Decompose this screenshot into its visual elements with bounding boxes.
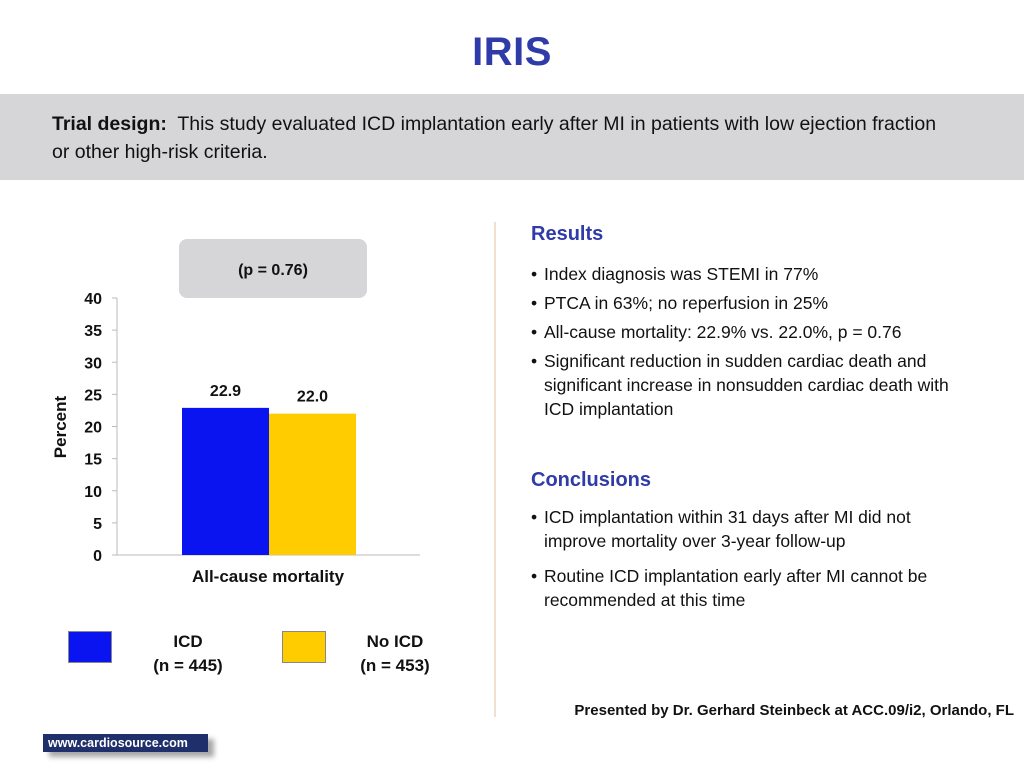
legend-swatch-icd <box>68 631 112 663</box>
y-tick-label: 0 <box>93 548 102 565</box>
conclusions-heading: Conclusions <box>531 469 652 491</box>
conclusions-item: ICD implantation within 31 days after MI… <box>531 505 944 553</box>
results-item: Significant reduction in sudden cardiac … <box>531 349 954 421</box>
results-item: All-cause mortality: 22.9% vs. 22.0%, p … <box>531 320 971 344</box>
conclusions-item: Routine ICD implantation early after MI … <box>531 564 974 612</box>
results-heading: Results <box>531 223 604 245</box>
trial-design-label: Trial design: <box>52 113 167 135</box>
y-tick-label: 10 <box>84 484 102 501</box>
y-axis-title: Percent <box>51 395 70 458</box>
y-tick-label: 40 <box>84 291 102 308</box>
x-category-label: All-cause mortality <box>192 567 345 586</box>
trial-design-description: This study evaluated ICD implantation ea… <box>52 113 937 163</box>
presenter-credit: Presented by Dr. Gerhard Steinbeck at AC… <box>574 702 1014 719</box>
y-tick-label: 15 <box>84 452 102 469</box>
y-tick-label: 5 <box>93 516 102 533</box>
bar-no-icd <box>269 413 356 555</box>
bar-icd <box>182 407 269 555</box>
p-value-label: (p = 0.76) <box>238 262 308 279</box>
legend-label-no-icd: No ICD (n = 453) <box>360 632 430 675</box>
trial-design-text: Trial design: This study evaluated ICD i… <box>52 110 952 166</box>
y-tick-label: 20 <box>84 420 102 437</box>
bar-value-label: 22.0 <box>297 389 328 406</box>
y-tick-label: 30 <box>84 355 102 372</box>
mortality-bar-chart: 0 5 10 15 20 25 30 35 40 Percent 22.9 22.0 All-cause… <box>51 291 420 586</box>
y-tick-label: 25 <box>84 387 102 404</box>
bar-value-label: 22.9 <box>210 383 241 400</box>
column-divider <box>494 222 496 717</box>
y-tick-label: 35 <box>84 323 102 340</box>
conclusions-list: ICD implantation within 31 days after MI… <box>531 505 971 612</box>
trial-design-band <box>0 94 1024 180</box>
results-item: PTCA in 63%; no reperfusion in 25% <box>531 291 971 315</box>
slide-title: IRIS <box>472 30 552 74</box>
legend-label-icd: ICD (n = 445) <box>153 632 223 675</box>
website-badge: www.cardiosource.com <box>43 734 208 752</box>
p-value-box: (p = 0.76) <box>179 239 367 298</box>
results-item: Index diagnosis was STEMI in 77% <box>531 262 971 286</box>
legend-swatch-no-icd <box>282 631 326 663</box>
results-list: Index diagnosis was STEMI in 77% PTCA in… <box>531 262 971 421</box>
